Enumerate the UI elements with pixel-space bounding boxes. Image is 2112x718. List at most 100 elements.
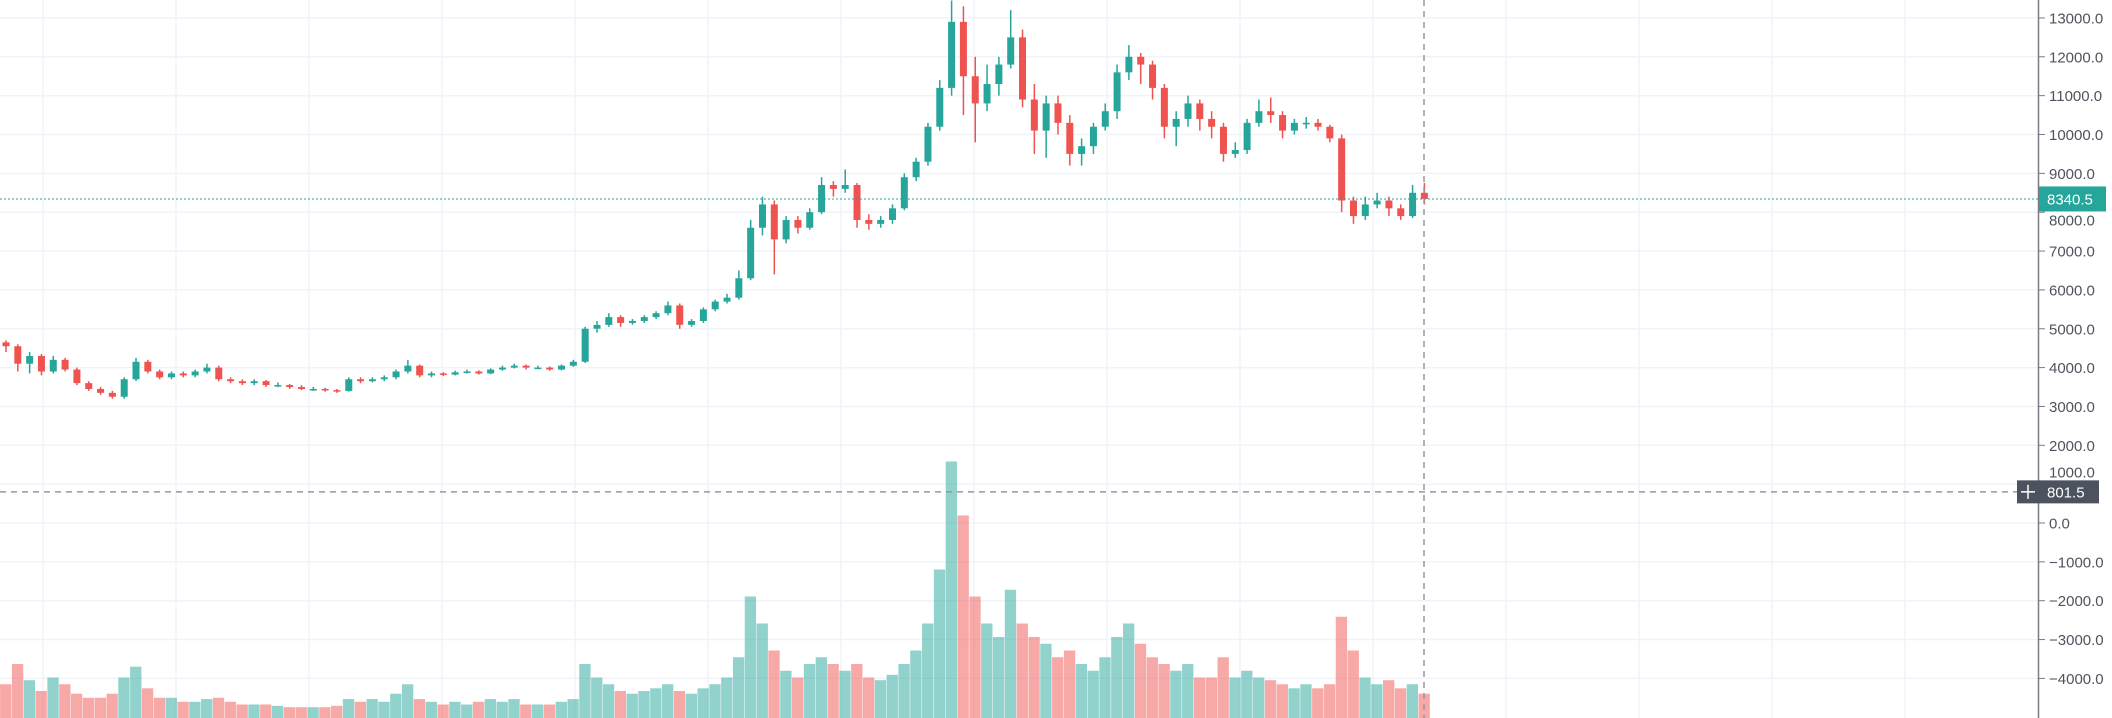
- volume-bar: [992, 637, 1005, 718]
- candle-body: [1326, 126, 1334, 139]
- candle-body: [628, 320, 636, 323]
- volume-bar: [260, 704, 272, 718]
- volume-bar: [862, 677, 875, 718]
- candle-body: [108, 392, 116, 397]
- candle-body: [1019, 37, 1027, 100]
- candle-body: [829, 185, 837, 189]
- candle-body: [120, 379, 128, 397]
- candle-body: [333, 390, 341, 392]
- volume-bar: [1182, 664, 1194, 718]
- candle-body: [640, 317, 648, 321]
- volume-bar: [1335, 616, 1348, 718]
- volume-bar: [922, 623, 934, 718]
- volume-bar: [236, 704, 248, 718]
- candle-body: [1066, 122, 1074, 154]
- candle-body: [1042, 103, 1050, 131]
- candle-body: [1160, 87, 1168, 127]
- candle-body: [463, 371, 471, 373]
- candle-body: [392, 371, 400, 378]
- volume-bar: [1276, 684, 1288, 718]
- volume-bar: [827, 664, 839, 718]
- candle-body: [877, 219, 885, 224]
- candle-body: [439, 373, 447, 375]
- candle-body: [61, 359, 69, 370]
- volume-bar: [614, 691, 627, 718]
- candle-body: [617, 317, 625, 323]
- add-alert-button[interactable]: [2017, 480, 2039, 504]
- volume-bar: [1146, 657, 1158, 718]
- price-axis[interactable]: [2037, 0, 2112, 718]
- volume-bar: [224, 701, 236, 718]
- volume-bar: [71, 693, 83, 718]
- volume-bar: [23, 680, 36, 718]
- volume-bar: [0, 684, 12, 718]
- candle-body: [97, 388, 105, 393]
- volume-bar: [106, 693, 118, 718]
- volume-bar: [1205, 677, 1218, 718]
- tick-label: 5000.0: [2049, 321, 2095, 338]
- candle-body: [321, 388, 329, 391]
- candle-body: [262, 381, 270, 386]
- candle-body: [723, 297, 731, 302]
- candle-body: [286, 385, 294, 388]
- candle-body: [475, 371, 483, 374]
- volume-bar: [1087, 670, 1099, 718]
- crosshair-price-label: 801.5: [2047, 484, 2085, 501]
- volume-bar: [484, 699, 497, 718]
- volume-bar: [780, 670, 792, 718]
- candle-body: [1420, 192, 1428, 199]
- candle-body: [49, 359, 57, 372]
- volume-bar: [1253, 677, 1265, 718]
- candle-body: [664, 305, 672, 314]
- candle-body: [1255, 111, 1263, 123]
- tick-label: −4000.0: [2049, 671, 2104, 688]
- volume-bar: [319, 707, 331, 718]
- candle-body: [2, 342, 10, 347]
- tick-label: −3000.0: [2049, 632, 2104, 649]
- candle-body: [936, 87, 944, 127]
- last-price-badge: 8340.5: [2039, 186, 2106, 212]
- candle-body: [510, 365, 518, 368]
- tick-label: 8000.0: [2049, 212, 2095, 229]
- candle-body: [404, 365, 412, 372]
- candle-body: [1078, 146, 1086, 154]
- volume-bar: [1075, 664, 1088, 718]
- candle-body: [1349, 200, 1357, 217]
- tick-label: 11000.0: [2049, 88, 2102, 105]
- volume-bar: [331, 705, 343, 718]
- tick-label: 3000.0: [2049, 399, 2095, 416]
- volume-bar: [673, 691, 686, 718]
- volume-bar: [1229, 677, 1241, 718]
- candle-body: [1219, 126, 1227, 154]
- tick-label: 10000.0: [2049, 127, 2103, 144]
- volume-bar: [1217, 657, 1229, 718]
- volume-bar: [177, 701, 189, 718]
- candle-body: [14, 346, 22, 364]
- candle-body: [1054, 103, 1062, 123]
- candle-body: [1279, 115, 1287, 131]
- tick-label: 9000.0: [2049, 166, 2095, 183]
- tick-label: 12000.0: [2049, 49, 2103, 66]
- volume-bar: [1347, 650, 1359, 718]
- candle-body: [1196, 103, 1204, 119]
- tick-label: 2000.0: [2049, 438, 2095, 455]
- candle-body: [948, 21, 956, 88]
- candle-body: [900, 177, 908, 209]
- candle-body: [191, 371, 199, 376]
- volume-bar: [662, 684, 674, 718]
- candle-body: [605, 317, 613, 325]
- volume-bar: [307, 707, 319, 718]
- tick-label: 4000.0: [2049, 360, 2095, 377]
- volume-bar: [650, 688, 662, 718]
- candle-body: [1208, 118, 1216, 127]
- volume-bar: [1312, 688, 1324, 718]
- volume-bar: [1383, 680, 1395, 718]
- candle-body: [995, 64, 1003, 84]
- volume-bar: [413, 699, 426, 718]
- candle-body: [1231, 150, 1239, 154]
- volume-bar: [685, 693, 697, 718]
- volume-bar: [1264, 680, 1277, 718]
- candle-body: [1385, 200, 1393, 209]
- candle-body: [688, 320, 696, 325]
